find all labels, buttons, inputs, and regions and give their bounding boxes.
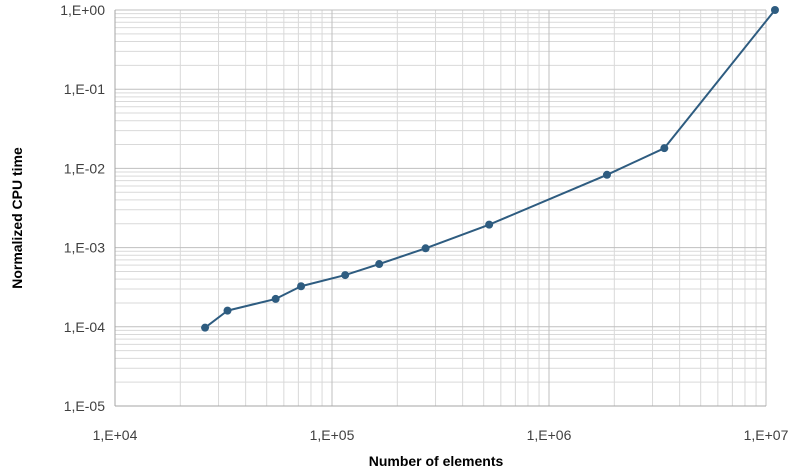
x-tick-label: 1,E+05 <box>310 427 355 443</box>
data-point <box>201 323 210 332</box>
data-point <box>375 260 384 269</box>
data-point <box>660 144 669 153</box>
x-tick-label: 1,E+07 <box>744 427 789 443</box>
y-tick-label: 1,E-02 <box>64 160 105 176</box>
data-point <box>271 294 280 303</box>
y-tick-label: 1,E-04 <box>64 319 105 335</box>
data-point <box>421 244 430 253</box>
data-point <box>223 306 232 315</box>
series <box>201 6 779 332</box>
y-axis-title: Normalized CPU time <box>9 147 25 289</box>
grid <box>114 9 767 407</box>
x-axis-title: Number of elements <box>369 453 504 469</box>
y-tick-label: 1,E-01 <box>64 81 105 97</box>
data-point <box>341 271 350 280</box>
y-tick-label: 1,E-05 <box>64 398 105 414</box>
data-point <box>602 170 611 179</box>
y-tick-label: 1,E+00 <box>60 2 105 18</box>
x-tick-label: 1,E+04 <box>93 427 138 443</box>
tick-labels: 1,E+04 1,E+05 1,E+06 1,E+07 1,E+00 1,E-01 1,E-… <box>60 2 788 443</box>
data-point <box>485 220 494 229</box>
y-tick-label: 1,E-03 <box>64 240 105 256</box>
data-point <box>297 282 306 291</box>
axes <box>114 10 766 407</box>
data-point <box>770 6 779 14</box>
x-tick-label: 1,E+06 <box>527 427 572 443</box>
